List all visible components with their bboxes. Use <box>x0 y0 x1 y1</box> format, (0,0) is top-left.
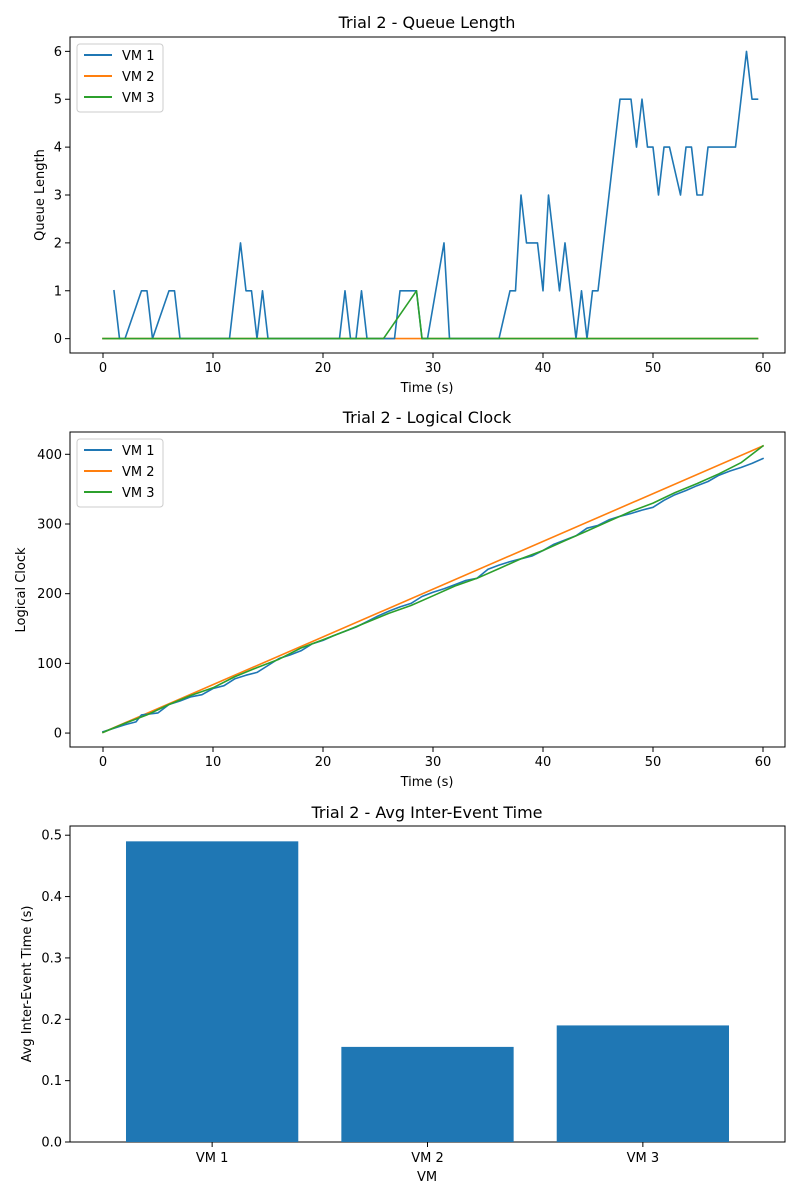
logical-clock-x-tick-label-5: 50 <box>645 755 662 770</box>
queue-length-x-tick-label-6: 60 <box>755 361 772 376</box>
inter-event-y-axis-label: Avg Inter-Event Time (s) <box>20 906 35 1063</box>
inter-event-y-tick-label-1: 0.1 <box>41 1074 62 1089</box>
queue-length-legend-box <box>76 43 164 113</box>
queue-length-series-line-vm1 <box>113 50 759 340</box>
inter-event-x-tick-label-1: VM 2 <box>411 1151 444 1166</box>
queue-length-y-axis-label: Queue Length <box>33 149 48 241</box>
logical-clock-x-tick-label-1: 10 <box>205 755 222 770</box>
logical-clock-legend-box <box>76 438 164 508</box>
logical-clock-legend-label-vm3: VM 3 <box>122 486 155 501</box>
inter-event-marks: VM 1 VM 2 VM 3 0.0 0.1 0.2 0.3 0.4 0.5 <box>41 829 730 1166</box>
queue-length-y-tick-label-4: 4 <box>54 141 62 156</box>
logical-clock-legend-label-vm2: VM 2 <box>122 465 155 480</box>
logical-clock-panel: Trial 2 - Logical Clock 0 10 20 30 40 50 60 0 10… <box>14 408 786 790</box>
queue-length-panel: Trial 2 - Queue Length 0 10 20 30 40 50 60 0 1 2 3… <box>33 13 786 396</box>
queue-length-axes-frame <box>69 36 786 354</box>
logical-clock-x-tick-label-2: 20 <box>315 755 332 770</box>
logical-clock-series-line-vm2 <box>101 444 765 734</box>
logical-clock-y-axis-label: Logical Clock <box>14 547 29 632</box>
logical-clock-y-tick-label-4: 400 <box>37 448 62 463</box>
inter-event-x-tick-label-0: VM 1 <box>196 1151 229 1166</box>
logical-clock-y-tick-label-0: 0 <box>54 727 62 742</box>
inter-event-x-axis-label: VM <box>417 1170 437 1185</box>
logical-clock-x-tick-label-6: 60 <box>755 755 772 770</box>
queue-length-y-tick-label-2: 2 <box>54 236 62 251</box>
inter-event-x-tick-label-2: VM 3 <box>627 1151 660 1166</box>
logical-clock-x-tick-label-3: 30 <box>425 755 442 770</box>
queue-length-x-tick-label-0: 0 <box>99 361 107 376</box>
queue-length-legend-label-vm2: VM 2 <box>122 70 155 85</box>
logical-clock-marks: 0 10 20 30 40 50 60 0 100 200 300 400 <box>37 444 772 770</box>
logical-clock-x-tick-label-4: 40 <box>535 755 552 770</box>
queue-length-x-tick-label-3: 30 <box>425 361 442 376</box>
logical-clock-legend: VM 1 VM 2 VM 3 <box>76 438 164 508</box>
inter-event-bar-vm1 <box>125 841 299 1142</box>
logical-clock-series-line-vm3 <box>101 444 765 734</box>
inter-event-y-tick-label-0: 0.0 <box>41 1136 62 1151</box>
logical-clock-legend-label-vm1: VM 1 <box>122 444 155 459</box>
queue-length-series-line-vm3 <box>102 289 759 340</box>
logical-clock-title: Trial 2 - Logical Clock <box>342 408 512 427</box>
queue-length-x-tick-label-5: 50 <box>645 361 662 376</box>
queue-length-x-tick-label-4: 40 <box>535 361 552 376</box>
inter-event-y-tick-label-4: 0.4 <box>41 890 62 905</box>
inter-event-y-tick-label-5: 0.5 <box>41 829 62 844</box>
inter-event-bar-vm2 <box>341 1046 514 1142</box>
queue-length-legend-label-vm3: VM 3 <box>122 91 155 106</box>
queue-length-x-tick-label-2: 20 <box>315 361 332 376</box>
inter-event-title: Trial 2 - Avg Inter-Event Time <box>310 803 542 822</box>
queue-length-legend-label-vm1: VM 1 <box>122 49 155 64</box>
logical-clock-y-tick-label-2: 200 <box>37 587 62 602</box>
queue-length-x-axis-label: Time (s) <box>400 381 454 396</box>
queue-length-legend: VM 1 VM 2 VM 3 <box>76 43 164 113</box>
queue-length-y-tick-label-5: 5 <box>54 93 62 108</box>
queue-length-y-tick-label-3: 3 <box>54 189 62 204</box>
logical-clock-x-axis-label: Time (s) <box>400 775 454 790</box>
logical-clock-y-tick-label-3: 300 <box>37 517 62 532</box>
logical-clock-x-tick-label-0: 0 <box>99 755 107 770</box>
queue-length-title: Trial 2 - Queue Length <box>338 13 516 32</box>
logical-clock-y-tick-label-1: 100 <box>37 657 62 672</box>
inter-event-bar-vm3 <box>556 1025 730 1142</box>
logical-clock-axes-frame <box>69 431 786 748</box>
inter-event-y-tick-label-2: 0.2 <box>41 1013 62 1028</box>
inter-event-y-tick-label-3: 0.3 <box>41 951 62 966</box>
queue-length-x-tick-label-1: 10 <box>205 361 222 376</box>
queue-length-marks: 0 10 20 30 40 50 60 0 1 2 3 4 5 6 <box>54 45 772 376</box>
queue-length-y-tick-label-0: 0 <box>54 332 62 347</box>
queue-length-y-tick-label-1: 1 <box>54 284 62 299</box>
queue-length-y-tick-label-6: 6 <box>54 45 62 60</box>
